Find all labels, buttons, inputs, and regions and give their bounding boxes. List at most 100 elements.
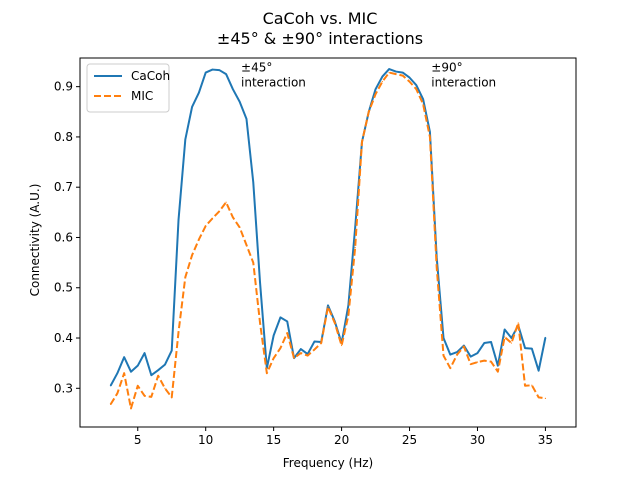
series-mic <box>109 71 547 410</box>
data-point-cacoh <box>177 219 180 221</box>
annotation-text: interaction <box>431 76 496 90</box>
data-point-mic <box>123 372 125 374</box>
data-point-cacoh <box>470 356 472 358</box>
data-point-cacoh <box>313 340 316 343</box>
y-tick-label: 0.3 <box>54 381 73 395</box>
x-tick-label: 5 <box>134 433 142 447</box>
data-point-mic <box>456 354 458 356</box>
data-point-mic <box>347 314 349 316</box>
x-tick-label: 15 <box>266 433 281 447</box>
data-point-mic <box>143 395 146 397</box>
x-tick-label: 25 <box>402 433 417 447</box>
data-point-mic <box>381 81 383 83</box>
data-point-mic <box>463 345 465 348</box>
data-point-cacoh <box>327 304 329 306</box>
data-point-cacoh <box>483 342 485 344</box>
data-point-mic <box>198 238 200 241</box>
data-point-mic <box>408 81 411 83</box>
data-point-mic <box>361 141 363 143</box>
y-tick-label: 0.7 <box>54 180 73 194</box>
data-point-mic <box>313 348 316 351</box>
data-point-cacoh <box>395 70 397 73</box>
data-point-mic <box>544 397 547 399</box>
data-point-cacoh <box>429 131 431 133</box>
y-tick-label: 0.6 <box>54 230 73 244</box>
data-point-cacoh <box>109 385 112 387</box>
plot-area <box>79 57 577 428</box>
data-point-mic <box>429 136 431 138</box>
data-point-cacoh <box>259 282 261 284</box>
data-point-mic <box>442 355 445 357</box>
data-point-cacoh <box>171 349 173 352</box>
data-point-cacoh <box>510 337 513 339</box>
x-axis-label: Frequency (Hz) <box>283 456 374 470</box>
data-point-mic <box>130 407 132 409</box>
data-point-mic <box>137 385 139 387</box>
plot-frame <box>79 57 577 428</box>
data-point-mic <box>531 384 533 386</box>
data-point-cacoh <box>211 68 214 71</box>
data-point-mic <box>245 244 248 246</box>
data-point-mic <box>517 322 519 324</box>
data-point-mic <box>286 332 288 334</box>
data-point-cacoh <box>184 138 186 141</box>
data-point-mic <box>171 396 173 398</box>
data-point-mic <box>273 357 275 359</box>
data-point-cacoh <box>442 337 445 339</box>
data-point-mic <box>205 225 207 227</box>
data-point-cacoh <box>143 352 146 354</box>
data-point-mic <box>354 246 356 249</box>
data-point-cacoh <box>245 118 248 120</box>
annotation-text: ±90° <box>431 61 462 75</box>
data-point-mic <box>415 88 417 90</box>
data-point-mic <box>320 342 322 344</box>
data-point-cacoh <box>286 320 288 323</box>
data-point-cacoh <box>232 88 234 90</box>
data-point-mic <box>490 361 492 363</box>
data-point-mic <box>211 217 214 219</box>
data-point-mic <box>279 347 282 349</box>
data-point-cacoh <box>456 351 458 353</box>
annotation-text: interaction <box>241 76 306 90</box>
data-point-cacoh <box>422 98 424 100</box>
data-point-mic <box>470 363 472 365</box>
data-point-cacoh <box>164 364 166 366</box>
legend-label: MIC <box>131 89 153 103</box>
data-point-cacoh <box>116 372 118 374</box>
data-point-mic <box>184 276 186 278</box>
y-axis: 0.3 0.4 0.5 0.6 0.7 0.8 0.9 <box>54 80 80 395</box>
y-tick-label: 0.5 <box>54 281 73 295</box>
data-point-cacoh <box>279 316 282 319</box>
data-point-cacoh <box>218 69 220 71</box>
x-tick-label: 10 <box>198 433 213 447</box>
data-point-cacoh <box>191 106 193 108</box>
x-axis: 5 10 15 20 25 30 35 <box>134 427 553 447</box>
chart-title-line-1: CaCoh vs. MIC <box>263 9 378 28</box>
data-point-mic <box>232 216 234 218</box>
data-point-cacoh <box>497 365 499 367</box>
data-point-mic <box>538 396 540 398</box>
data-point-mic <box>504 336 506 338</box>
data-point-mic <box>293 357 295 359</box>
annotations: ±45°interaction±90°interaction <box>241 61 496 90</box>
data-point-mic <box>368 111 370 113</box>
data-point-mic <box>422 103 424 105</box>
data-point-mic <box>157 375 159 377</box>
data-point-cacoh <box>544 336 547 339</box>
data-point-cacoh <box>402 71 404 74</box>
data-point-mic <box>177 331 180 333</box>
data-point-cacoh <box>449 354 451 356</box>
x-tick-label: 35 <box>538 433 553 447</box>
data-point-cacoh <box>205 71 207 74</box>
data-point-mic <box>476 361 479 363</box>
data-point-cacoh <box>130 371 132 373</box>
data-point-mic <box>252 262 254 264</box>
data-point-mic <box>388 71 390 74</box>
data-point-cacoh <box>123 356 125 358</box>
data-point-cacoh <box>381 76 383 78</box>
data-point-cacoh <box>252 181 254 183</box>
data-point-cacoh <box>374 88 377 90</box>
data-point-mic <box>300 352 302 354</box>
data-point-mic <box>307 355 309 357</box>
data-point-mic <box>483 360 485 362</box>
